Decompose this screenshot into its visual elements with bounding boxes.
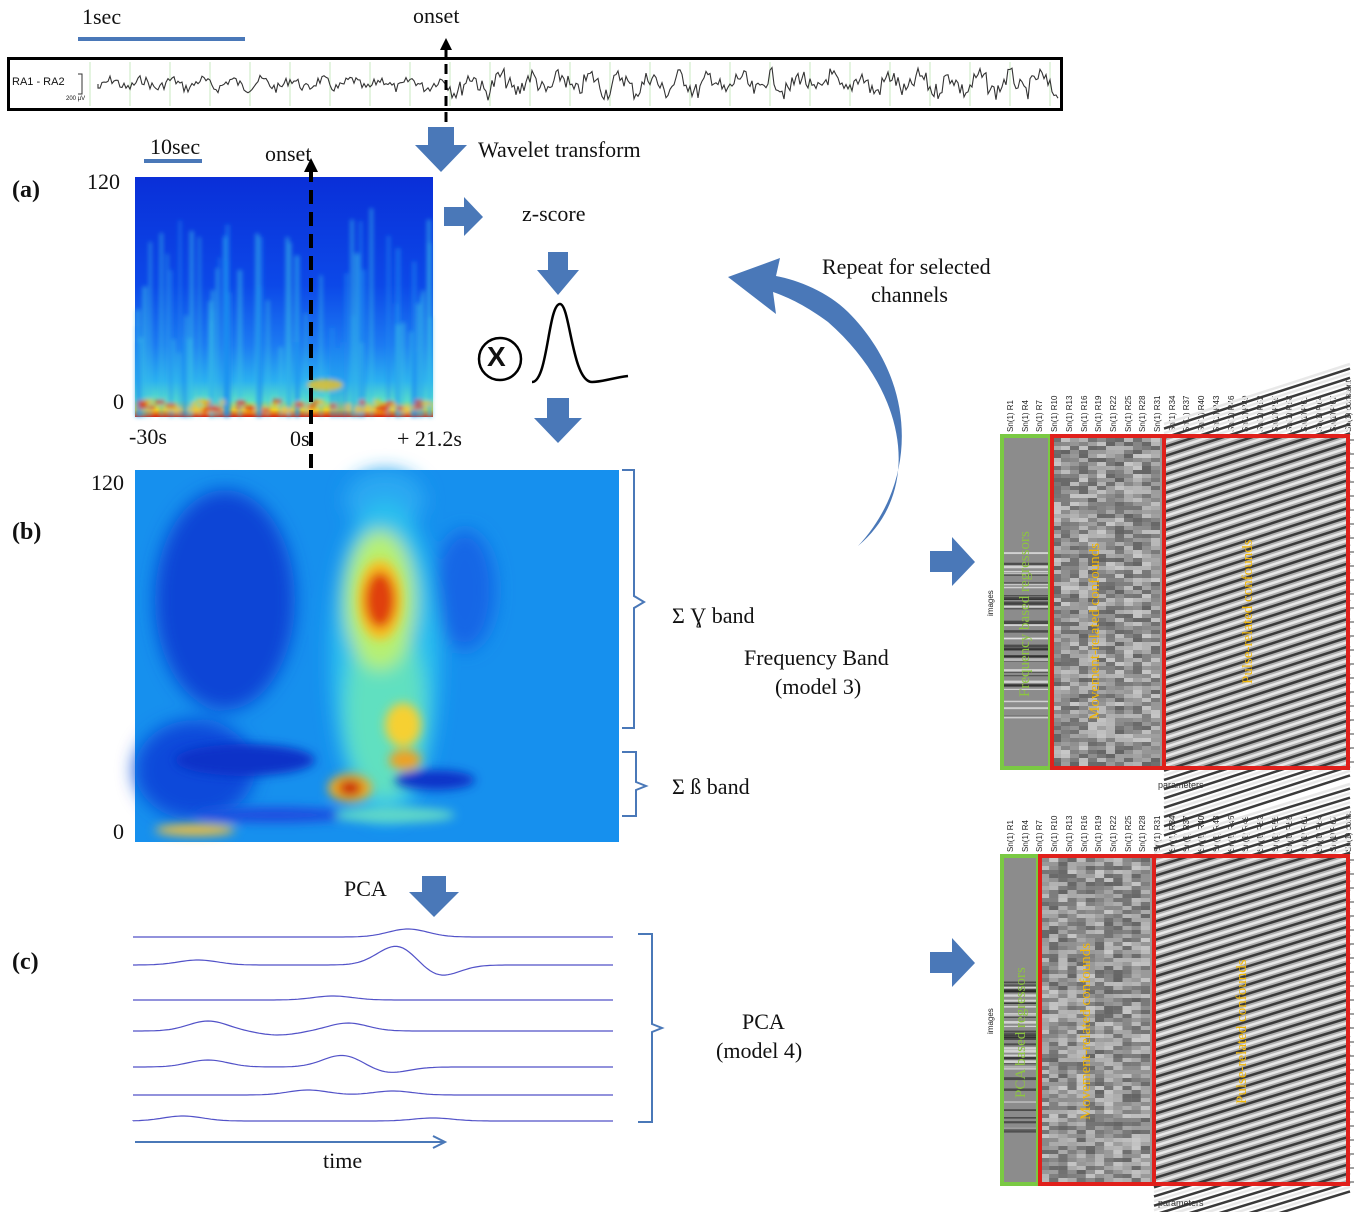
dm-column-label: Sn(1) R22	[1108, 395, 1118, 432]
repeat-curved-arrow	[728, 258, 902, 546]
to-matrix-top-arrow	[930, 537, 975, 586]
time-arrow	[135, 1135, 448, 1149]
zscore-down-arrow	[537, 252, 579, 295]
repeat-label-line1: Repeat for selected	[822, 254, 991, 279]
panel-b-label: (b)	[12, 519, 42, 545]
pca-component-trace	[133, 1089, 613, 1096]
pca-arrow-label: PCA	[344, 876, 387, 901]
dm-top-x-axis-label: parameters	[1158, 780, 1204, 790]
dm-bottom-y-axis-label: images	[986, 1008, 995, 1034]
top-scale-bar	[78, 37, 245, 41]
kernel-down-arrow	[534, 398, 582, 443]
beta-bracket	[622, 751, 649, 817]
panel-a-label: (a)	[12, 177, 40, 203]
gamma-band-label: Σ Ɣ band	[672, 603, 755, 628]
spectrogram-b	[135, 470, 619, 842]
panel-a-ymax: 120	[87, 169, 120, 194]
zscore-arrow	[444, 197, 483, 236]
eeg-channel-label: RA1 - RA2	[12, 76, 65, 88]
pca-component-trace	[133, 945, 613, 976]
eeg-amplitude-label: 200 µV	[66, 96, 86, 102]
dm-column-label: Sn(1) R13	[1064, 815, 1074, 852]
panel-a-x-zero: 0s	[290, 426, 310, 451]
panel-c-label: (c)	[12, 949, 39, 975]
pca-component-trace	[132, 1115, 613, 1122]
wavelet-arrow	[415, 127, 467, 172]
onset-top-arrow	[440, 38, 452, 128]
pca-component-trace	[133, 928, 613, 938]
beta-band-label: Σ ß band	[672, 774, 750, 799]
to-matrix-bottom-arrow	[930, 938, 975, 987]
dm-column-label: Sn(1) R22	[1108, 815, 1118, 852]
dm-column-label: Sn(1) R10	[1050, 395, 1060, 432]
hrf-kernel-icon	[531, 302, 629, 384]
eeg-trace-line	[97, 66, 1059, 102]
dm-column-label: Sn(1) R28	[1138, 815, 1148, 852]
dm-top-y-axis-label: images	[986, 590, 995, 616]
multiply-symbol-text: X	[487, 341, 506, 372]
eeg-trace-box	[7, 57, 1063, 111]
dm-bottom-regressor-label: PCA based regressors	[1013, 967, 1029, 1098]
dm-top-pulse-label: Pulse-related confounds	[1240, 539, 1256, 684]
gamma-bracket	[622, 469, 646, 729]
dm-bottom-pulse-label: Pulse-related confounds	[1234, 959, 1250, 1104]
dm-column-label: Sn(1) R28	[1138, 395, 1148, 432]
panel-b-ymin: 0	[113, 819, 124, 844]
dm-column-label: Sn(1) R16	[1079, 395, 1089, 432]
wavelet-label: Wavelet transform	[478, 137, 641, 162]
repeat-label-line2: channels	[871, 282, 948, 307]
model4-label-line2: (model 4)	[716, 1038, 803, 1063]
top-onset-label: onset	[413, 3, 460, 28]
panel-a-onset-label: onset	[265, 141, 312, 166]
dm-column-label: Sn(1) R31	[1153, 395, 1162, 432]
dm-column-label: Sn(1) R25	[1123, 815, 1133, 852]
panel-a-ymin: 0	[113, 389, 124, 414]
dm-column-label: Sn(1) R19	[1094, 815, 1104, 852]
pca-component-trace	[133, 995, 613, 1001]
dm-column-label: Sn(1) R7	[1035, 399, 1045, 432]
dm-top-movement-label: Movement-related confounds	[1087, 542, 1103, 720]
model3-label-line2: (model 3)	[775, 674, 862, 699]
model3-label-line1: Frequency Band	[744, 645, 889, 670]
panel-a-scale-bar	[144, 159, 202, 163]
dm-bottom-x-axis-label: parameters	[1158, 1198, 1204, 1208]
time-label: time	[323, 1148, 363, 1173]
spectrogram-a	[135, 177, 433, 417]
multiply-icon	[477, 336, 523, 382]
dm-column-label: Sn(1) R1	[1006, 399, 1015, 432]
pca-components	[132, 928, 613, 1122]
model4-label-line1: PCA	[742, 1009, 785, 1034]
top-scale-label: 1sec	[82, 4, 122, 29]
dm-column-label: Sn(1) R16	[1079, 815, 1089, 852]
design-matrix-bottom: Sn(1) R1 Sn(1) R4 Sn(1) R7 Sn(1) R10 Sn(1) R…	[1000, 782, 1369, 1212]
dm-bottom-movement-label: Movement-related confounds	[1078, 942, 1094, 1120]
zscore-label: z-score	[522, 201, 586, 226]
dm-column-label: Sn(1) R13	[1064, 395, 1074, 432]
dm-top-matrix	[1000, 362, 1354, 837]
dm-column-label: Sn(1) R4	[1020, 399, 1030, 432]
design-matrix-top: Sn(1) R1 Sn(1) R4 Sn(1) R7 Sn(1) R10 Sn(1) R…	[1000, 360, 1369, 837]
dm-bottom-matrix	[1000, 782, 1354, 1212]
pca-bracket	[638, 933, 665, 1123]
pca-component-trace	[133, 1054, 613, 1073]
dm-column-label: Sn(1) R19	[1094, 395, 1104, 432]
panel-a-x-start: -30s	[129, 424, 167, 449]
dm-column-label: Sn(1) R25	[1123, 395, 1133, 432]
pca-component-trace	[133, 1020, 613, 1036]
panel-b-ymax: 120	[91, 470, 124, 495]
dm-column-label: Sn(1) R10	[1050, 815, 1060, 852]
dm-column-label: Sn(1) R1	[1006, 819, 1015, 852]
dm-column-label: Sn(1) R4	[1020, 819, 1030, 852]
dm-top-regressor-label: Frequency based regressors	[1017, 531, 1033, 697]
pca-down-arrow	[409, 876, 459, 917]
panel-a-x-end: + 21.2s	[397, 426, 462, 451]
dm-column-label: Sn(1) R7	[1035, 819, 1045, 852]
panel-a-scale-label: 10sec	[150, 134, 201, 159]
